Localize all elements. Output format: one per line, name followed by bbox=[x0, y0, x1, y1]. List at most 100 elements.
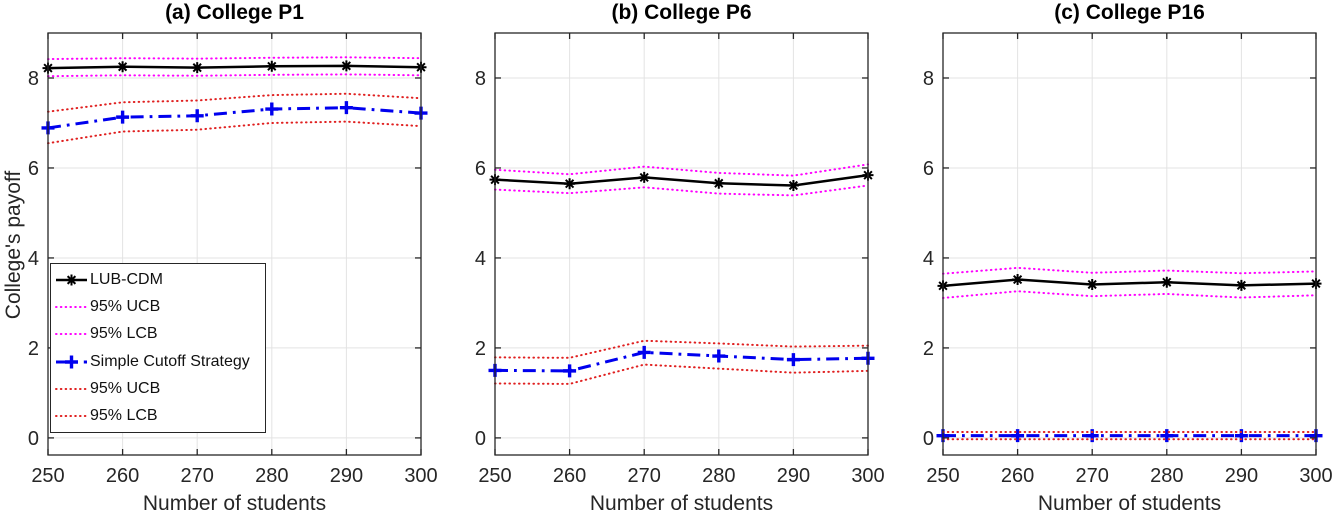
asterisk-marker-icon bbox=[564, 178, 576, 190]
x-tick-label: 250 bbox=[926, 465, 959, 487]
asterisk-marker-icon bbox=[340, 60, 352, 72]
series-line bbox=[494, 184, 869, 197]
axes-box bbox=[942, 32, 1317, 456]
series-line bbox=[47, 92, 422, 113]
y-tick-label: 4 bbox=[28, 248, 39, 270]
simple-cutoff-line-sample-icon bbox=[56, 355, 87, 369]
series-dashdot bbox=[488, 345, 875, 378]
y-tick-label: 4 bbox=[475, 248, 486, 270]
axes-box bbox=[494, 32, 869, 456]
legend-label: 95% LCB bbox=[90, 407, 158, 425]
series-dotted bbox=[494, 163, 869, 177]
x-tick-label: 300 bbox=[404, 465, 437, 487]
series-dotted bbox=[494, 339, 869, 359]
lub-cdm-line-sample-icon bbox=[56, 274, 87, 286]
x-tick-label: 260 bbox=[553, 465, 586, 487]
subplot-c: 250 260 270 280 290 300 0 2 4 6 8 bbox=[923, 32, 1333, 487]
series-line bbox=[47, 106, 422, 130]
lcb-magenta-line-sample-icon bbox=[55, 333, 88, 336]
plus-marker-icon bbox=[712, 349, 726, 363]
legend-entry-lub-cdm: LUB-CDM bbox=[55, 267, 263, 292]
legend-label: 95% UCB bbox=[90, 379, 161, 397]
legend-entry-ucb-red: 95% UCB bbox=[55, 376, 263, 401]
asterisk-marker-icon bbox=[1086, 278, 1098, 290]
plus-marker-icon bbox=[65, 355, 78, 369]
x-tick-label: 250 bbox=[478, 465, 511, 487]
series-dotted bbox=[494, 184, 869, 197]
legend-entry-lcb-magenta: 95% LCB bbox=[55, 322, 263, 347]
legend-entry-lcb-red: 95% LCB bbox=[55, 404, 263, 429]
y-tick-label: 6 bbox=[28, 158, 39, 180]
y-tick-label: 2 bbox=[475, 338, 486, 360]
x-tick-label: 260 bbox=[1001, 465, 1034, 487]
plus-marker-icon bbox=[265, 102, 279, 116]
series-line bbox=[494, 339, 869, 359]
x-tick-label: 270 bbox=[181, 465, 214, 487]
x-tick-label: 260 bbox=[106, 465, 139, 487]
legend-label: 95% LCB bbox=[90, 325, 158, 343]
plus-marker-icon bbox=[190, 109, 204, 123]
y-tick-label: 8 bbox=[28, 68, 39, 90]
legend-entry-ucb-magenta: 95% UCB bbox=[55, 294, 263, 319]
plus-marker-icon bbox=[563, 364, 577, 378]
series-line bbox=[494, 173, 869, 187]
subplot-c-xlabel: Number of students bbox=[1037, 492, 1222, 515]
y-tick-label: 6 bbox=[923, 158, 934, 180]
asterisk-marker-icon bbox=[191, 62, 203, 74]
subplot-a-title: (a) College P1 bbox=[165, 1, 304, 24]
asterisk-marker-icon bbox=[66, 274, 77, 286]
ucb-red-line-sample-icon bbox=[55, 387, 88, 390]
series-line bbox=[942, 278, 1317, 288]
series-solid bbox=[42, 60, 427, 74]
lcb-red-line-sample-icon bbox=[55, 415, 88, 418]
plus-marker-icon bbox=[1011, 429, 1025, 443]
y-tick-label: 6 bbox=[475, 158, 486, 180]
y-tick-label: 0 bbox=[475, 428, 486, 450]
legend-entry-simple-cutoff: Simple Cutoff Strategy bbox=[55, 349, 263, 374]
asterisk-marker-icon bbox=[787, 180, 799, 192]
y-tick-label: 4 bbox=[923, 248, 934, 270]
subplot-a: 250 260 270 280 290 300 0 2 4 6 8 bbox=[28, 32, 438, 487]
ucb-magenta-line-sample-icon bbox=[55, 305, 88, 308]
x-tick-label: 290 bbox=[330, 465, 363, 487]
series-line bbox=[494, 163, 869, 177]
y-axis-label: College's payoff bbox=[2, 170, 25, 320]
series-line bbox=[47, 73, 422, 78]
series-dashdot bbox=[41, 101, 428, 135]
x-tick-label: 270 bbox=[628, 465, 661, 487]
plus-marker-icon bbox=[339, 101, 353, 115]
x-tick-label: 290 bbox=[777, 465, 810, 487]
series-line bbox=[47, 56, 422, 61]
asterisk-marker-icon bbox=[117, 61, 129, 73]
series-dotted bbox=[47, 56, 422, 61]
x-tick-label: 280 bbox=[1150, 465, 1183, 487]
plus-marker-icon bbox=[637, 345, 651, 359]
series-dotted bbox=[47, 73, 422, 78]
series-dotted bbox=[942, 290, 1317, 299]
plus-marker-icon bbox=[1160, 429, 1174, 443]
subplot-a-xlabel: Number of students bbox=[142, 492, 327, 515]
asterisk-marker-icon bbox=[713, 177, 725, 189]
x-tick-label: 250 bbox=[31, 465, 64, 487]
plus-marker-icon bbox=[786, 353, 800, 367]
asterisk-marker-icon bbox=[1012, 274, 1024, 286]
series-dotted bbox=[47, 92, 422, 113]
plus-marker-icon bbox=[116, 110, 130, 124]
subplot-c-title: (c) College P16 bbox=[1054, 1, 1205, 24]
subplot-b-title: (b) College P6 bbox=[611, 1, 752, 24]
series-solid bbox=[937, 274, 1322, 292]
asterisk-marker-icon bbox=[1235, 279, 1247, 291]
x-tick-label: 280 bbox=[255, 465, 288, 487]
subplot-b: 250 260 270 280 290 300 0 2 4 6 8 bbox=[475, 32, 885, 487]
x-tick-label: 270 bbox=[1076, 465, 1109, 487]
legend-label: Simple Cutoff Strategy bbox=[90, 352, 250, 370]
y-tick-label: 0 bbox=[28, 428, 39, 450]
legend-label: LUB-CDM bbox=[90, 270, 163, 288]
series-line bbox=[494, 350, 869, 373]
subplot-b-xlabel: Number of students bbox=[589, 492, 774, 515]
series-line bbox=[47, 64, 422, 70]
axes-box bbox=[47, 32, 422, 456]
y-tick-label: 8 bbox=[923, 68, 934, 90]
